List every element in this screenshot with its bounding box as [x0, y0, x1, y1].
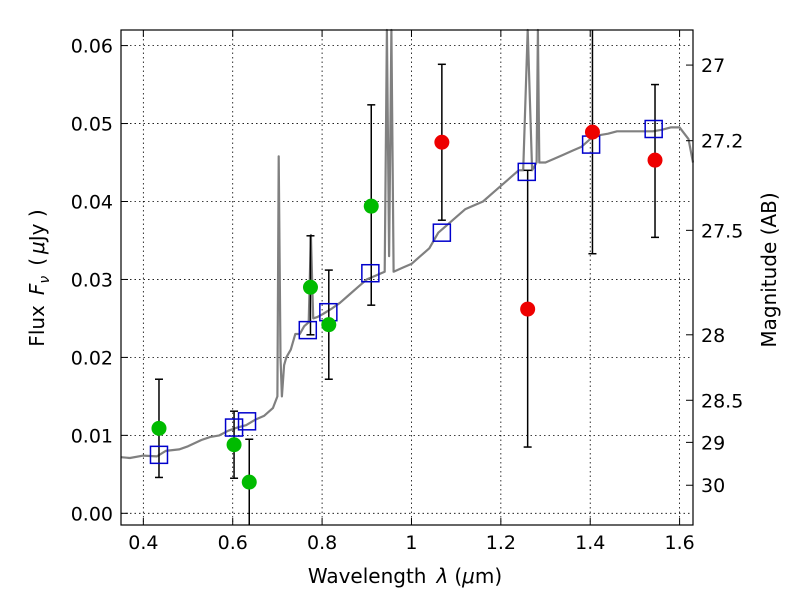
- y-axis-ticks: 0.00 0.01 0.02 0.03 0.04 0.05 0.06: [71, 36, 128, 525]
- magnitude-axis-ticks: 27 27.2 27.5 28 28.5 29 30: [686, 55, 743, 497]
- model-photometry-square: [237, 412, 257, 431]
- x-tick-label: 1.2: [486, 532, 516, 554]
- x-tick-label: 0.8: [307, 532, 337, 554]
- x-tick-label: 0.6: [218, 532, 248, 554]
- y-tick-label: 0.00: [71, 503, 113, 525]
- magnitude-tick-label: 30: [701, 475, 725, 497]
- y-tick-label: 0.01: [71, 425, 113, 447]
- model-photometry-square: [298, 320, 318, 340]
- x-tick-label: 1: [405, 532, 417, 554]
- model-photometry-square: [149, 445, 169, 465]
- red-data-point: [520, 301, 536, 317]
- model-photometry-square: [224, 418, 244, 437]
- red-data-point: [434, 134, 450, 150]
- x-tick-label: 1.6: [664, 532, 694, 554]
- red-data-point: [584, 124, 600, 140]
- y-tick-label: 0.04: [71, 191, 113, 213]
- magnitude-tick-label: 27: [701, 55, 725, 77]
- observed-points-layer: [151, 124, 663, 490]
- green-data-point: [226, 437, 242, 453]
- x-axis-ticks: 0.4 0.6 0.8 1 1.2 1.4 1.6: [128, 30, 695, 554]
- y-tick-label: 0.06: [71, 36, 113, 58]
- magnitude-tick-label: 27.2: [701, 131, 743, 153]
- plot-background: [121, 30, 693, 525]
- magnitude-tick-label: 28: [701, 325, 725, 347]
- plot-frame: [120, 29, 694, 526]
- x-tick-label: 0.4: [128, 532, 158, 554]
- y-axis-label: FluxFν(μJy ): [25, 209, 53, 346]
- green-data-point: [302, 279, 318, 295]
- model-photometry-square: [644, 119, 663, 139]
- model-photometry-square: [432, 223, 452, 242]
- green-data-point: [363, 198, 379, 214]
- magnitude-tick-label: 27.5: [701, 220, 743, 242]
- y-tick-label: 0.02: [71, 347, 113, 369]
- model-photometry-square: [517, 162, 537, 182]
- green-data-point: [151, 420, 167, 436]
- x-tick-label: 1.4: [575, 532, 605, 554]
- red-data-point: [647, 152, 663, 168]
- x-axis-label: Wavelength λ (μm): [308, 564, 502, 588]
- y-tick-label: 0.03: [71, 269, 113, 291]
- green-data-point: [241, 474, 257, 490]
- magnitude-tick-label: 28.5: [701, 390, 743, 412]
- model-photometry-square: [361, 263, 380, 283]
- magnitude-axis-label: Magnitude (AB): [757, 192, 781, 347]
- magnitude-tick-label: 29: [701, 432, 725, 454]
- green-data-point: [321, 317, 337, 333]
- y-tick-label: 0.05: [71, 114, 113, 136]
